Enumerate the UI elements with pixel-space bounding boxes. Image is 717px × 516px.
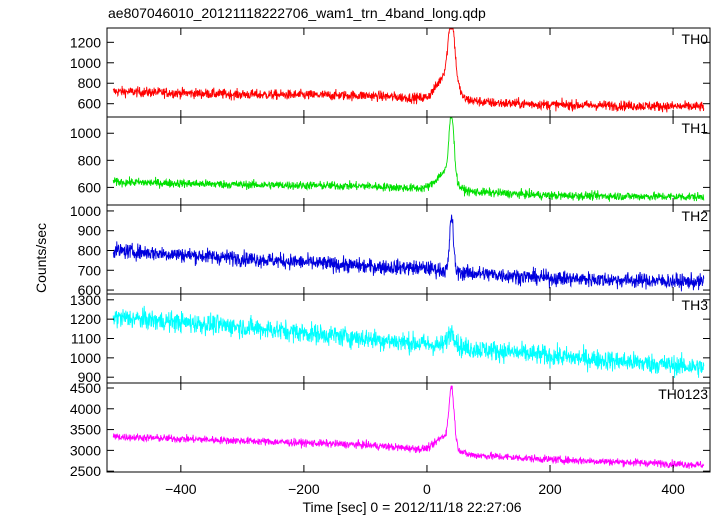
y-tick-label: 1000 [70,203,101,219]
y-tick-label: 800 [78,242,102,258]
y-axis-label: Counts/sec [33,223,49,293]
panel-frame [106,116,711,206]
y-tick-label: 3500 [70,422,101,438]
panel-frame [106,382,711,473]
y-tick-label: 1300 [70,292,101,308]
panel-label: TH0 [682,31,709,47]
panel-th3: 900 1000 1100 1200 1300 TH3 [70,292,711,385]
y-tick-label: 4500 [70,380,101,396]
y-tick-label: 2500 [70,463,101,479]
y-tick-label: 600 [78,282,102,298]
x-tick-label: −200 [288,481,320,497]
x-tick-label: −400 [165,481,197,497]
y-tick-label: 900 [78,223,102,239]
x-tick-label: 400 [661,481,685,497]
series-line-th0 [112,28,705,113]
y-tick-label: 800 [78,152,102,168]
x-axis-label: Time [sec] 0 = 2012/11/18 22:27:06 [302,499,521,515]
panel-th0123: 2500 3000 3500 4000 4500 TH0123 [70,380,711,479]
panel-th1: 600 800 1000 TH1 [70,116,711,206]
series-line-th2 [112,214,705,292]
x-tick-label: 0 [423,481,431,497]
y-tick-label: 4000 [70,401,101,417]
panel-label: TH3 [682,297,709,313]
x-tick-label: 200 [538,481,562,497]
y-tick-label: 3000 [70,442,101,458]
y-tick-label: 600 [78,179,102,195]
chart-panels: 600 800 1000 1200 TH0 600 800 1000 TH1 600 700 800 9… [70,27,711,497]
series-line-th1 [112,117,705,202]
y-tick-label: 600 [78,96,102,112]
series-line-th0123 [112,385,705,469]
panel-th2: 600 700 800 900 1000 TH2 [70,203,711,298]
y-tick-label: 1000 [70,55,101,71]
y-tick-label: 700 [78,262,102,278]
panel-label: TH1 [682,120,709,136]
panel-label: TH2 [682,208,709,224]
y-tick-label: 1200 [70,34,101,50]
panel-label: TH0123 [658,386,708,402]
panel-th0: 600 800 1000 1200 TH0 [70,27,711,118]
y-tick-label: 900 [78,369,102,385]
chart-title: ae807046010_20121118222706_wam1_trn_4ban… [108,5,486,21]
y-tick-label: 1200 [70,311,101,327]
y-tick-label: 1000 [70,350,101,366]
y-tick-label: 1100 [71,331,101,347]
y-tick-label: 1000 [70,125,101,141]
series-line-th3 [112,305,705,379]
y-tick-label: 800 [78,75,102,91]
